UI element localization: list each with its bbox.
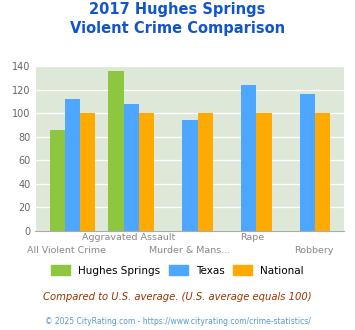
Text: Murder & Mans...: Murder & Mans... bbox=[149, 246, 230, 255]
Bar bbox=[50, 130, 65, 231]
Bar bbox=[80, 113, 95, 231]
Text: Robbery: Robbery bbox=[294, 246, 333, 255]
Bar bbox=[256, 113, 272, 231]
Text: 2017 Hughes Springs: 2017 Hughes Springs bbox=[89, 2, 266, 16]
Text: Aggravated Assault: Aggravated Assault bbox=[82, 233, 175, 242]
Bar bbox=[300, 94, 315, 231]
Bar bbox=[65, 99, 80, 231]
Text: All Violent Crime: All Violent Crime bbox=[27, 246, 106, 255]
Text: © 2025 CityRating.com - https://www.cityrating.com/crime-statistics/: © 2025 CityRating.com - https://www.city… bbox=[45, 317, 310, 326]
Legend: Hughes Springs, Texas, National: Hughes Springs, Texas, National bbox=[47, 261, 308, 280]
Bar bbox=[198, 113, 213, 231]
Text: Violent Crime Comparison: Violent Crime Comparison bbox=[70, 21, 285, 36]
Bar bbox=[241, 85, 256, 231]
Bar bbox=[182, 120, 198, 231]
Bar bbox=[139, 113, 154, 231]
Bar bbox=[124, 104, 139, 231]
Bar bbox=[108, 71, 124, 231]
Bar bbox=[315, 113, 330, 231]
Text: Compared to U.S. average. (U.S. average equals 100): Compared to U.S. average. (U.S. average … bbox=[43, 292, 312, 302]
Text: Rape: Rape bbox=[240, 233, 264, 242]
